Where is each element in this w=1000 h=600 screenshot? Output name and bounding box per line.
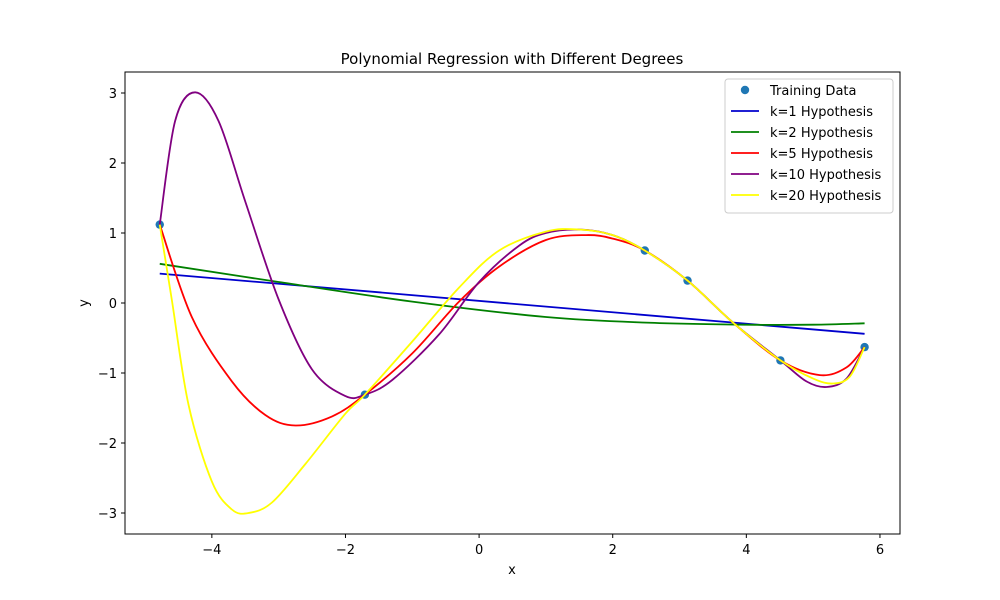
series-line-k-20-hypothesis (158, 224, 866, 515)
y-tick-label: 0 (109, 297, 117, 312)
chart-title: Polynomial Regression with Different Deg… (341, 50, 684, 68)
legend: Training Data k=1 Hypothesis k=2 Hypothesi… (724, 78, 894, 214)
x-tick-label: 6 (876, 543, 884, 558)
y-tick-label: −1 (98, 367, 117, 382)
legend-label: k=5 Hypothesis (770, 147, 873, 162)
legend-label: k=10 Hypothesis (770, 168, 881, 183)
series-line-k-1-hypothesis (159, 272, 865, 335)
plot-area (155, 91, 869, 515)
y-tick-label: −2 (98, 437, 117, 452)
y-tick-label: 1 (109, 227, 117, 242)
x-tick-label: −4 (202, 543, 221, 558)
x-axis-label: x (508, 563, 516, 578)
y-axis: −3 −2 −1 0 1 2 3 (98, 87, 125, 522)
x-axis: −4 −2 0 2 4 6 (202, 534, 884, 558)
x-tick-label: 4 (742, 543, 750, 558)
y-axis-label: y (77, 299, 92, 307)
legend-label: Training Data (769, 84, 856, 99)
x-tick-label: −2 (336, 543, 355, 558)
x-tick-label: 2 (609, 543, 617, 558)
x-tick-label: 0 (475, 543, 483, 558)
series-line-k-2-hypothesis (159, 262, 865, 326)
legend-label: k=2 Hypothesis (770, 126, 873, 141)
legend-box (724, 78, 894, 214)
y-tick-label: −3 (98, 507, 117, 522)
legend-label: k=20 Hypothesis (770, 189, 881, 204)
y-tick-label: 2 (109, 157, 117, 172)
legend-marker (740, 85, 750, 95)
legend-label: k=1 Hypothesis (770, 105, 873, 120)
y-tick-label: 3 (109, 87, 117, 102)
